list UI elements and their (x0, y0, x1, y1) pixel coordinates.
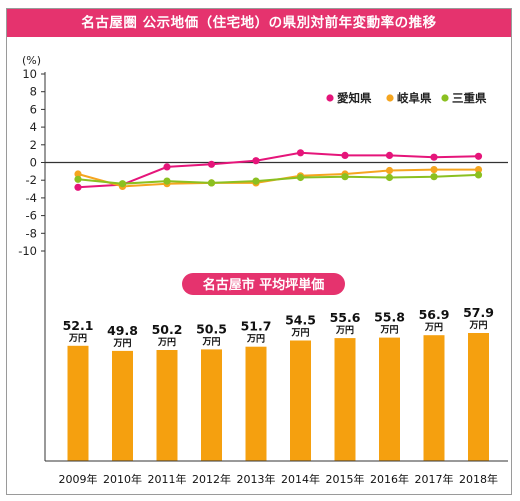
series-1-point (385, 151, 394, 159)
series-1-point (296, 149, 305, 157)
bar (468, 333, 489, 461)
series-2-point (74, 170, 82, 178)
y-tick-label: -6 (26, 209, 37, 223)
y-axis-unit-label: (%) (22, 54, 41, 67)
y-tick-label: -10 (18, 244, 37, 258)
y-tick-label: 8 (30, 85, 37, 99)
series-3-point (252, 177, 260, 185)
series-1-point (207, 160, 216, 168)
x-tick-label: 2013年 (237, 472, 276, 486)
series-3-point (296, 173, 305, 182)
y-tick-label: -2 (26, 173, 37, 187)
legend-marker (386, 94, 394, 102)
series-3-point (474, 171, 483, 179)
bar-value-label: 52.1 (63, 318, 94, 333)
series-1-point (341, 151, 349, 159)
bar-value-label: 56.9 (419, 307, 450, 322)
bar-value-label: 54.5 (285, 313, 316, 328)
x-tick-label: 2012年 (192, 472, 231, 486)
y-tick-label: 4 (30, 120, 37, 134)
series-3-point (341, 173, 349, 181)
series-3-point (118, 180, 127, 188)
bar (423, 335, 445, 461)
bar-unit-label: 万円 (468, 320, 487, 331)
legend-label: 岐阜県 (397, 91, 432, 105)
bar-unit-label: 万円 (379, 325, 398, 336)
legend-label: 愛知県 (337, 91, 372, 105)
y-tick-label: 0 (30, 156, 37, 170)
series-1-point (474, 152, 483, 160)
x-tick-label: 2015年 (326, 472, 365, 486)
bar-unit-label: 万円 (112, 338, 131, 349)
bar (112, 350, 133, 461)
y-tick-label: -4 (26, 191, 37, 205)
series-3-point (74, 175, 82, 183)
bar-unit-label: 万円 (335, 325, 354, 336)
bar-unit-label: 万円 (157, 337, 176, 348)
x-tick-label: 2016年 (370, 472, 409, 486)
series-1-point (430, 153, 438, 161)
legend-label: 三重県 (452, 91, 487, 105)
legend-marker (326, 94, 334, 102)
bar (290, 340, 311, 461)
bar-title-badge (182, 273, 345, 295)
series-line-3 (77, 173, 479, 185)
bar-value-label: 55.6 (330, 310, 361, 325)
legend-marker (441, 94, 449, 102)
x-tick-label: 2014年 (281, 472, 320, 486)
bar-unit-label: 万円 (201, 336, 220, 347)
bar-unit-label: 万円 (68, 333, 87, 344)
chart-title: 名古屋圏 公示地価（住宅地）の県別対前年変動率の推移 (7, 9, 511, 37)
series-1-point (252, 157, 260, 165)
x-tick-label: 2011年 (148, 472, 187, 486)
bar-unit-label: 万円 (424, 322, 443, 333)
y-tick-label: 2 (30, 138, 37, 152)
bar-value-label: 50.2 (152, 322, 183, 337)
bar (379, 337, 400, 461)
bar-value-label: 51.7 (241, 319, 272, 334)
series-2-point (430, 166, 438, 174)
series-3-point (163, 177, 171, 185)
bar (156, 350, 178, 461)
bar-value-label: 55.8 (374, 310, 405, 325)
bar-unit-label: 万円 (290, 328, 309, 339)
bar (201, 349, 222, 461)
series-2-point (385, 166, 394, 175)
bar (245, 346, 267, 461)
bar-value-label: 57.9 (463, 305, 494, 320)
x-tick-label: 2010年 (103, 472, 142, 486)
bar-unit-label: 万円 (246, 334, 265, 345)
series-3-point (207, 179, 216, 187)
bar-value-label: 49.8 (107, 323, 138, 338)
x-tick-label: 2018年 (459, 472, 498, 486)
y-tick-label: 10 (22, 67, 37, 81)
y-tick-label: 6 (30, 102, 37, 116)
series-1-point (163, 163, 171, 171)
bar (334, 338, 356, 461)
series-2-point (474, 166, 483, 174)
series-1-point (74, 183, 82, 191)
bar (67, 345, 89, 461)
bar-value-label: 50.5 (196, 321, 227, 336)
x-tick-label: 2009年 (59, 472, 98, 486)
y-tick-label: -8 (26, 226, 37, 240)
series-3-point (385, 173, 394, 182)
series-3-point (430, 173, 438, 181)
series-line-1 (77, 151, 479, 189)
bar-chart-title: 名古屋市 平均坪単価 (203, 277, 325, 293)
x-tick-label: 2017年 (415, 472, 454, 486)
